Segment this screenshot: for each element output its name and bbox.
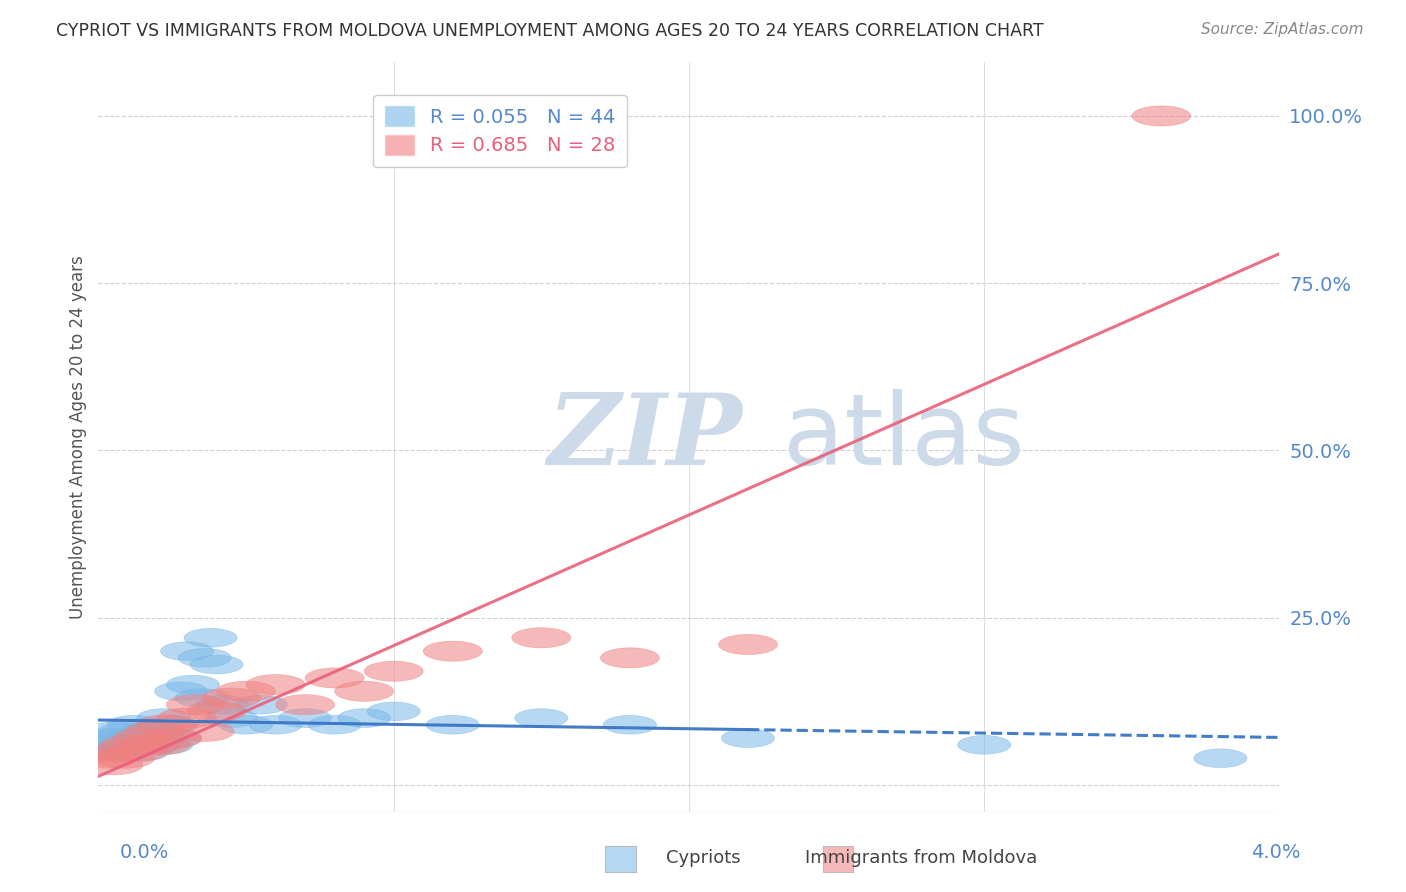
Ellipse shape bbox=[1132, 106, 1191, 126]
Text: 4.0%: 4.0% bbox=[1251, 843, 1301, 862]
Ellipse shape bbox=[278, 708, 332, 728]
Ellipse shape bbox=[367, 702, 420, 721]
Text: 0.0%: 0.0% bbox=[120, 843, 169, 862]
Ellipse shape bbox=[160, 642, 214, 660]
Ellipse shape bbox=[166, 695, 225, 714]
Ellipse shape bbox=[176, 722, 235, 741]
Ellipse shape bbox=[84, 755, 143, 775]
Ellipse shape bbox=[603, 715, 657, 734]
Ellipse shape bbox=[219, 715, 273, 734]
Ellipse shape bbox=[77, 735, 131, 755]
Ellipse shape bbox=[112, 728, 173, 748]
Ellipse shape bbox=[179, 648, 232, 667]
Ellipse shape bbox=[143, 728, 202, 748]
Ellipse shape bbox=[515, 708, 568, 728]
Ellipse shape bbox=[426, 715, 479, 734]
Ellipse shape bbox=[1194, 749, 1247, 767]
Ellipse shape bbox=[87, 723, 139, 740]
Ellipse shape bbox=[305, 668, 364, 688]
Text: ZIP: ZIP bbox=[547, 389, 742, 485]
Ellipse shape bbox=[335, 681, 394, 701]
Ellipse shape bbox=[96, 742, 149, 761]
Ellipse shape bbox=[146, 715, 198, 734]
Ellipse shape bbox=[90, 735, 143, 755]
Text: Source: ZipAtlas.com: Source: ZipAtlas.com bbox=[1201, 22, 1364, 37]
Ellipse shape bbox=[205, 708, 257, 728]
Ellipse shape bbox=[125, 722, 184, 741]
Ellipse shape bbox=[157, 708, 217, 728]
Ellipse shape bbox=[235, 696, 287, 714]
Ellipse shape bbox=[96, 748, 155, 768]
Ellipse shape bbox=[117, 742, 169, 761]
Ellipse shape bbox=[423, 641, 482, 661]
Ellipse shape bbox=[187, 701, 246, 722]
Ellipse shape bbox=[136, 708, 190, 728]
Ellipse shape bbox=[134, 729, 187, 747]
Text: atlas: atlas bbox=[783, 389, 1025, 485]
Y-axis label: Unemployment Among Ages 20 to 24 years: Unemployment Among Ages 20 to 24 years bbox=[69, 255, 87, 619]
Text: Immigrants from Moldova: Immigrants from Moldova bbox=[804, 849, 1038, 867]
Ellipse shape bbox=[202, 688, 262, 708]
Ellipse shape bbox=[308, 715, 361, 734]
Ellipse shape bbox=[249, 715, 302, 734]
Ellipse shape bbox=[77, 748, 136, 768]
Ellipse shape bbox=[190, 655, 243, 674]
Ellipse shape bbox=[128, 735, 181, 755]
Ellipse shape bbox=[101, 735, 160, 755]
Ellipse shape bbox=[364, 661, 423, 681]
Ellipse shape bbox=[721, 729, 775, 747]
Text: CYPRIOT VS IMMIGRANTS FROM MOLDOVA UNEMPLOYMENT AMONG AGES 20 TO 24 YEARS CORREL: CYPRIOT VS IMMIGRANTS FROM MOLDOVA UNEMP… bbox=[56, 22, 1043, 40]
Ellipse shape bbox=[122, 729, 176, 747]
Ellipse shape bbox=[131, 723, 184, 740]
Ellipse shape bbox=[600, 648, 659, 668]
Ellipse shape bbox=[217, 681, 276, 701]
Legend: R = 0.055   N = 44, R = 0.685   N = 28: R = 0.055 N = 44, R = 0.685 N = 28 bbox=[374, 95, 627, 167]
Ellipse shape bbox=[166, 675, 219, 694]
Ellipse shape bbox=[90, 741, 149, 762]
Ellipse shape bbox=[246, 674, 305, 695]
Ellipse shape bbox=[155, 681, 208, 701]
Ellipse shape bbox=[957, 735, 1011, 755]
Ellipse shape bbox=[104, 729, 157, 747]
Ellipse shape bbox=[107, 741, 166, 762]
Ellipse shape bbox=[337, 708, 391, 728]
Ellipse shape bbox=[139, 735, 193, 755]
Ellipse shape bbox=[110, 735, 163, 755]
Ellipse shape bbox=[107, 715, 160, 734]
Ellipse shape bbox=[131, 735, 190, 755]
Ellipse shape bbox=[276, 695, 335, 714]
Ellipse shape bbox=[149, 729, 202, 747]
Ellipse shape bbox=[184, 628, 238, 648]
Ellipse shape bbox=[93, 729, 146, 747]
Ellipse shape bbox=[84, 742, 136, 761]
Ellipse shape bbox=[98, 723, 152, 740]
Ellipse shape bbox=[120, 735, 179, 755]
Text: Cypriots: Cypriots bbox=[665, 849, 741, 867]
Ellipse shape bbox=[120, 723, 173, 740]
Ellipse shape bbox=[136, 714, 195, 735]
Ellipse shape bbox=[512, 628, 571, 648]
Ellipse shape bbox=[718, 634, 778, 655]
Ellipse shape bbox=[176, 689, 228, 707]
Ellipse shape bbox=[101, 735, 155, 755]
Ellipse shape bbox=[80, 729, 134, 747]
Ellipse shape bbox=[195, 696, 249, 714]
